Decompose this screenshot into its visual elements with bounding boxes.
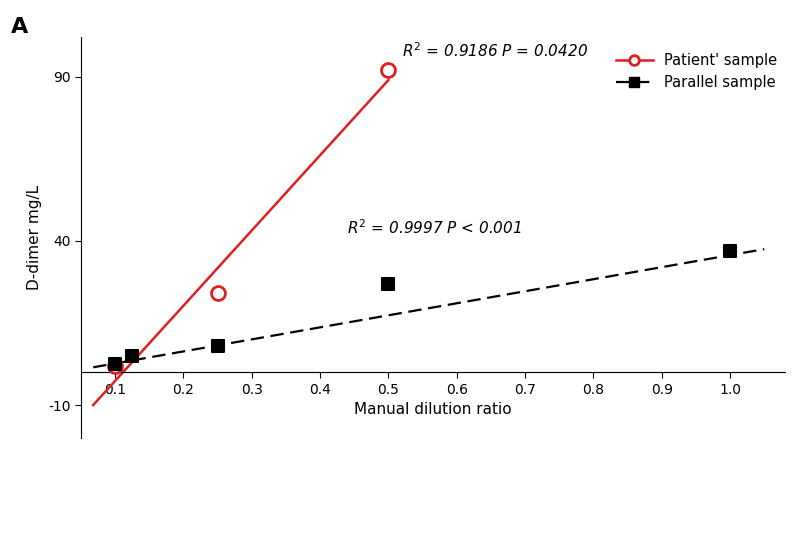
Point xyxy=(211,289,224,298)
Point xyxy=(723,247,736,255)
Text: $R^2$ = 0.9997 $P$ < 0.001: $R^2$ = 0.9997 $P$ < 0.001 xyxy=(347,218,522,237)
Y-axis label: D-dimer mg/L: D-dimer mg/L xyxy=(28,185,42,290)
Point xyxy=(125,351,138,360)
Text: A: A xyxy=(11,17,28,37)
Point xyxy=(382,66,395,74)
Point xyxy=(108,360,121,368)
Text: $R^2$ = 0.9186 $P$ = 0.0420: $R^2$ = 0.9186 $P$ = 0.0420 xyxy=(402,41,588,60)
Point xyxy=(211,342,224,350)
Legend: Patient' sample, Parallel sample: Patient' sample, Parallel sample xyxy=(616,53,777,90)
Point xyxy=(108,362,121,370)
X-axis label: Manual dilution ratio: Manual dilution ratio xyxy=(354,402,511,417)
Point xyxy=(382,279,395,288)
